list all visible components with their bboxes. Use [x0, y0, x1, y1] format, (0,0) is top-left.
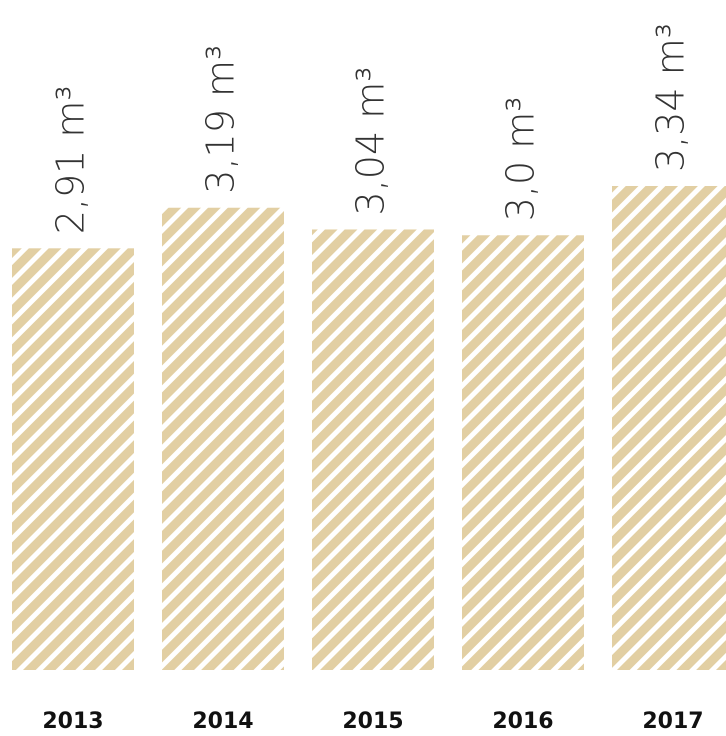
bar: [312, 229, 434, 670]
bar: [162, 207, 284, 671]
x-tick-label: 2014: [192, 709, 253, 734]
bar: [462, 235, 584, 670]
value-label: 2,91 m³: [49, 85, 93, 234]
x-tick-label: 2017: [642, 709, 703, 734]
value-label: 3,04 m³: [349, 67, 393, 216]
x-tick-label: 2013: [42, 709, 103, 734]
value-label: 3,34 m³: [649, 23, 693, 172]
value-label: 3,0 m³: [499, 97, 543, 222]
bar: [612, 186, 726, 670]
value-label: 3,19 m³: [199, 45, 243, 194]
x-tick-label: 2016: [492, 709, 553, 734]
bar: [12, 248, 134, 670]
x-tick-label: 2015: [342, 709, 403, 734]
